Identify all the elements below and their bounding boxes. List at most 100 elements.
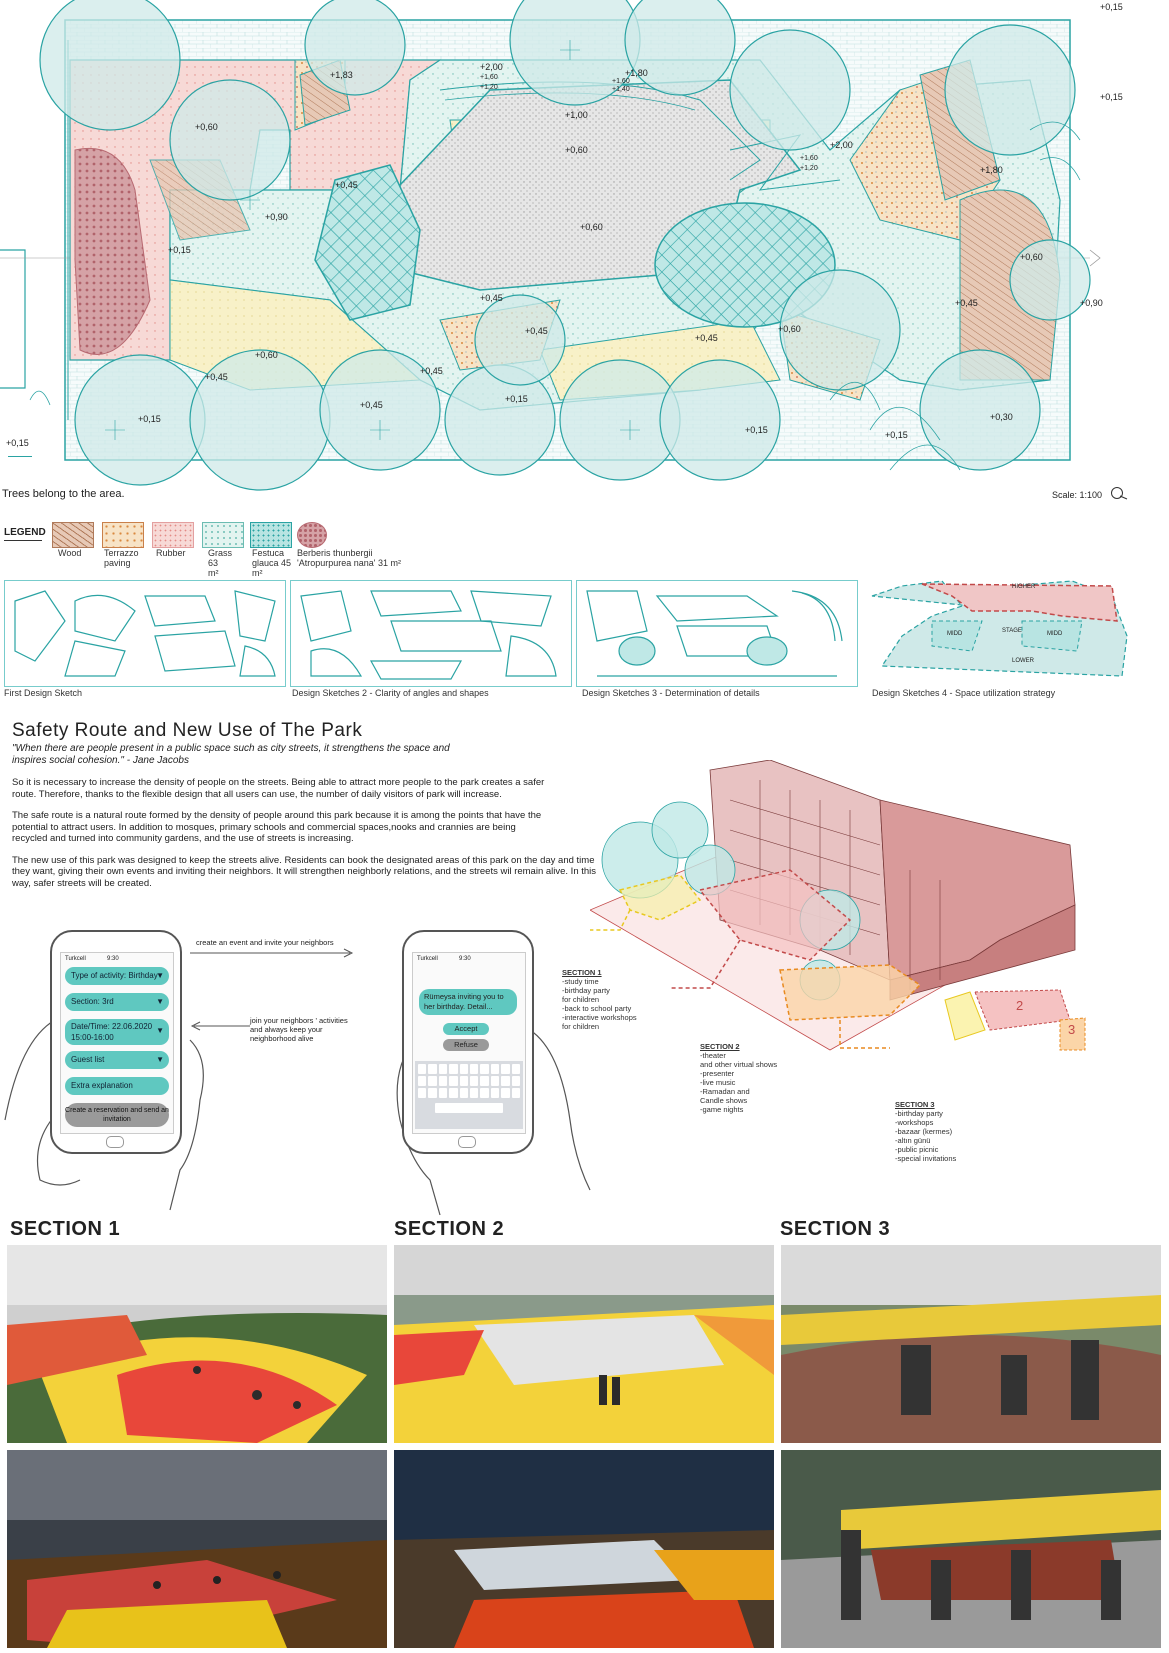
iso-item: -public picnic [895,1145,939,1154]
invitation-message: Rümeysa inviting you to her birthday. De… [419,989,517,1015]
level-label: +0,45 [695,333,718,343]
level-label: +0,60 [778,324,801,334]
iso-item: -interactive workshops [562,1013,637,1022]
iso-item: -theater [700,1051,726,1060]
sketch-3-drawing [586,590,843,677]
isometric-view: 2 3 [580,759,1169,1180]
paragraph-1: So it is necessary to increase the densi… [12,777,545,800]
refuse-button[interactable]: Refuse [443,1039,489,1051]
arrow-top-label: create an event and invite your neighbor… [196,938,334,947]
site-plan: +1,83 +2,00 +1,60 +1,20 +1,80 +1,60 +1,4… [0,0,1169,530]
level-label: +1,60 [612,78,630,85]
home-button[interactable] [106,1136,124,1148]
level-label: +1,80 [625,68,648,78]
iso-item: for children [562,995,600,1004]
guest-list-select[interactable]: Guest list ▼ [65,1051,169,1069]
extra-explanation-input[interactable]: Extra explanation [65,1077,169,1095]
activity-type-value: Type of activity: Birthday [71,971,158,980]
level-label: +2,00 [830,140,853,150]
iso-item: -birthday party [895,1109,943,1118]
chevron-down-icon: ▼ [156,971,164,980]
legend-swatch [52,522,94,548]
time-label: 9:30 [107,956,119,962]
legend-sub: glauca 45 m² [252,558,292,578]
render-section2-day [394,1245,774,1443]
phone-right: Turkcell 9:30 Rümeysa inviting you to he… [402,930,534,1154]
isometric-drawing [580,759,1086,1051]
render-title-2: SECTION 2 [394,1218,505,1240]
render-illustration [781,1450,1161,1648]
level-label: +0,45 [335,180,358,190]
section-value: Section: 3rd [71,997,114,1006]
legend-swatch [297,522,327,548]
iso-item: -presenter [700,1069,735,1078]
level-label: +0,45 [205,372,228,382]
render-section1-day [7,1245,387,1443]
activity-type-select[interactable]: Type of activity: Birthday ▼ [65,967,169,985]
legend: LEGEND Wood Terrazzo paving Rubber Grass… [2,522,401,582]
section-select[interactable]: Section: 3rd ▼ [65,993,169,1011]
level-label: +0,60 [1020,252,1043,262]
iso-item: -game nights [700,1105,744,1114]
legend-label: Grass [208,548,233,558]
iso-item: -birthday party [562,986,610,995]
datetime-select[interactable]: Date/Time: 22.06.2020 15:00-16:00 ▼ [65,1019,169,1045]
iso-section-3: SECTION 3 -birthday party -workshops -ba… [895,1100,1005,1163]
paragraph-2: The safe route is a natural route formed… [12,810,542,844]
level-label: +0,90 [265,212,288,222]
level-label: +0,60 [580,222,603,232]
render-illustration [7,1450,387,1648]
legend-label: Terrazzo [104,548,139,558]
render-title-3: SECTION 3 [780,1218,891,1240]
render-section2-night [394,1450,774,1648]
level-label: +0,15 [745,425,768,435]
render-title-1: SECTION 1 [10,1218,121,1240]
render-section1-night [7,1450,387,1648]
corner-level-label: +0,15 [6,438,29,448]
sketch-caption-3: Design Sketches 3 - Determination of det… [582,688,760,698]
iso-item: -Ramadan and [700,1087,750,1096]
sketch4-mid-right-label: MIDD [1047,631,1063,637]
scale-label: Scale: 1:100 [1052,490,1103,500]
keyboard[interactable] [415,1061,523,1129]
iso-item: and other virtual shows [700,1060,778,1069]
level-label: +0,30 [990,412,1013,422]
sketch-2-drawing [300,590,557,680]
arrow-right-icon [190,948,354,958]
sketch4-higher-label: HIGHER [1012,584,1036,590]
create-reservation-button[interactable]: Create a reservation and send an invitat… [65,1103,169,1127]
level-label: +0,15 [505,394,528,404]
iso-item: -back to school party [562,1004,632,1013]
arrow-bottom-label: join your neighbors ' activities and alw… [250,1016,348,1043]
sketch-caption-4: Design Sketches 4 - Space utilization st… [872,688,1056,698]
render-illustration [781,1245,1161,1443]
level-label: +1,20 [480,84,498,91]
render-section3-night [781,1450,1161,1648]
level-label: +1,00 [565,110,588,120]
arrow-left-icon [190,1021,250,1031]
site-plan-drawing [0,0,1101,491]
phone-left: Turkcell 9:30 Type of activity: Birthday… [50,930,182,1154]
mini-map-2: 2 [1016,998,1024,1013]
legend-label: Festuca [252,548,285,558]
level-label: +0,90 [1080,298,1103,308]
sketch4-stage-label: STAGE [1002,628,1022,634]
iso-section-title: SECTION 1 [562,968,602,977]
render-illustration [394,1245,774,1443]
mini-map-3: 3 [1068,1022,1076,1037]
datetime-value: Date/Time: 22.06.2020 15:00-16:00 [71,1022,153,1042]
sketch-2 [290,580,572,687]
level-label: +1,60 [480,74,498,81]
level-label: +0,60 [565,145,588,155]
section-heading: Safety Route and New Use of The Park [12,720,363,741]
home-button[interactable] [458,1136,476,1148]
level-label: +0,60 [195,122,218,132]
accept-button[interactable]: Accept [443,1023,489,1035]
level-label: +1,40 [612,86,630,93]
iso-item: -special invitations [895,1154,957,1163]
legend-swatch [152,522,194,548]
render-illustration [394,1450,774,1648]
carrier-label: Turkcell [417,956,438,962]
iso-item: for children [562,1022,600,1031]
level-label: +1,20 [800,165,818,172]
